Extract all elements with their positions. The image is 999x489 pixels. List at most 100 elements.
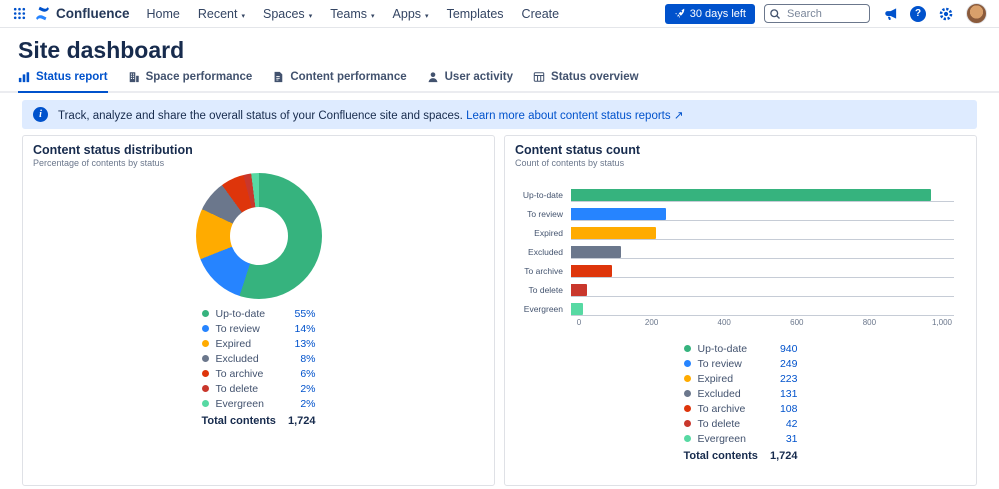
tab-status-overview[interactable]: Status overview (533, 71, 639, 93)
search-box (764, 4, 870, 23)
legend-item: Up-to-date 940 (683, 341, 798, 356)
legend-value[interactable]: 131 (779, 387, 798, 400)
legend-value[interactable]: 31 (785, 432, 798, 445)
settings-gear-icon[interactable] (935, 3, 957, 25)
bar-evergreen[interactable] (571, 303, 583, 315)
legend-value[interactable]: 55% (294, 307, 316, 320)
legend-label: To archive (215, 367, 264, 380)
total-label: Total contents (201, 415, 276, 427)
info-banner: Track, analyze and share the overall sta… (22, 100, 977, 129)
brand-name: Confluence (56, 6, 130, 21)
legend-value[interactable]: 13% (294, 337, 316, 350)
chevron-down-icon: ▾ (241, 12, 245, 20)
nav-links: Home Recent ▾ Spaces ▾ Teams ▾ Apps ▾ Templates Cr… (138, 7, 569, 21)
legend-swatch (683, 435, 691, 442)
bar-track (571, 278, 954, 297)
count-legend: Up-to-date 940 To review 249 Expired 223 Exclu… (683, 341, 798, 462)
confluence-brand[interactable]: Confluence (34, 5, 130, 22)
nav-item-create[interactable]: Create (521, 6, 560, 21)
trial-button[interactable]: 30 days left (664, 3, 755, 24)
bar-track (571, 202, 954, 221)
info-icon (33, 107, 48, 122)
total-label: Total contents (683, 450, 758, 462)
bar-chart-icon (18, 71, 30, 83)
tab-user-activity[interactable]: User activity (427, 71, 513, 93)
legend-value[interactable]: 8% (300, 352, 316, 365)
nav-item-teams[interactable]: Teams ▾ (330, 6, 375, 21)
banner-link[interactable]: Learn more about content status reports … (466, 109, 684, 122)
card-subtitle: Percentage of contents by status (33, 158, 165, 168)
nav-item-home[interactable]: Home (146, 6, 180, 21)
legend-value[interactable]: 223 (779, 372, 798, 385)
legend-item: To review 14% (201, 321, 316, 336)
bar-row: To archive (515, 259, 954, 278)
legend-label: Expired (215, 337, 252, 350)
legend-value[interactable]: 940 (779, 342, 798, 355)
trial-label: 30 days left (689, 7, 746, 20)
legend-item: Expired 13% (201, 336, 316, 351)
legend-item: To archive 108 (683, 401, 798, 416)
bar-category-label: To review (527, 209, 563, 219)
legend-value[interactable]: 42 (785, 417, 798, 430)
tab-bar: Status report Space performance Content pe… (0, 63, 999, 93)
legend-swatch (201, 325, 209, 332)
card-subtitle: Count of contents by status (515, 158, 625, 168)
legend-item: To archive 6% (201, 366, 316, 381)
bar-to-review[interactable] (571, 208, 667, 220)
tab-content-performance[interactable]: Content performance (272, 71, 407, 93)
legend-swatch (683, 375, 691, 382)
bar-category-label: Up-to-date (522, 190, 563, 200)
rocket-icon (674, 8, 685, 19)
legend-value[interactable]: 6% (300, 367, 316, 380)
bar-chart: Up-to-date To review Expired Excluded To arc… (515, 183, 966, 329)
bar-expired[interactable] (571, 227, 657, 239)
dashboard-cards: Content status distribution Percentage o… (22, 135, 977, 486)
legend-value[interactable]: 2% (300, 382, 316, 395)
bar-row: Expired (515, 221, 954, 240)
bar-track (571, 297, 954, 316)
x-axis-tick: 1,000 (931, 318, 953, 327)
tab-status-report[interactable]: Status report (18, 71, 108, 93)
bar-up-to-date[interactable] (571, 189, 932, 201)
search-input[interactable] (764, 4, 870, 23)
nav-item-recent[interactable]: Recent ▾ (197, 6, 245, 21)
avatar[interactable] (966, 3, 987, 24)
x-axis-tick: 400 (717, 318, 731, 327)
legend-swatch (201, 370, 209, 377)
legend-swatch (683, 405, 691, 412)
legend-item: To delete 2% (201, 381, 316, 396)
bar-excluded[interactable] (571, 246, 622, 258)
legend-swatch (201, 355, 209, 362)
chevron-down-icon: ▾ (425, 12, 429, 20)
bar-to-archive[interactable] (571, 265, 613, 277)
legend-value[interactable]: 249 (779, 357, 798, 370)
bar-category-label: Excluded (528, 247, 563, 257)
nav-item-apps[interactable]: Apps ▾ (392, 6, 429, 21)
donut-chart[interactable] (195, 173, 322, 299)
x-axis-tick: 200 (644, 318, 659, 327)
bar-to-delete[interactable] (571, 284, 588, 296)
nav-item-spaces[interactable]: Spaces ▾ (262, 6, 313, 21)
app-switcher-icon[interactable] (8, 3, 30, 25)
bar-category-label: To archive (524, 266, 563, 276)
legend-value[interactable]: 14% (294, 322, 316, 335)
tab-label: Status overview (551, 71, 639, 83)
legend-value[interactable]: 2% (300, 397, 316, 410)
tab-label: Space performance (145, 71, 253, 83)
page-title: Site dashboard (18, 37, 185, 63)
announcement-icon[interactable] (879, 3, 901, 25)
legend-label: Up-to-date (215, 307, 266, 320)
legend-swatch (201, 310, 209, 317)
tab-space-performance[interactable]: Space performance (128, 71, 253, 93)
legend-label: To delete (697, 417, 741, 430)
legend-label: To archive (697, 402, 746, 415)
bar-category-label: To delete (528, 285, 564, 295)
legend-swatch (201, 400, 209, 407)
help-icon[interactable] (910, 5, 926, 22)
legend-swatch (683, 420, 691, 427)
building-icon (128, 71, 140, 83)
bar-row: To review (515, 202, 954, 221)
legend-value[interactable]: 108 (779, 402, 798, 415)
nav-item-templates[interactable]: Templates (446, 6, 504, 21)
bar-row: Up-to-date (515, 183, 954, 202)
